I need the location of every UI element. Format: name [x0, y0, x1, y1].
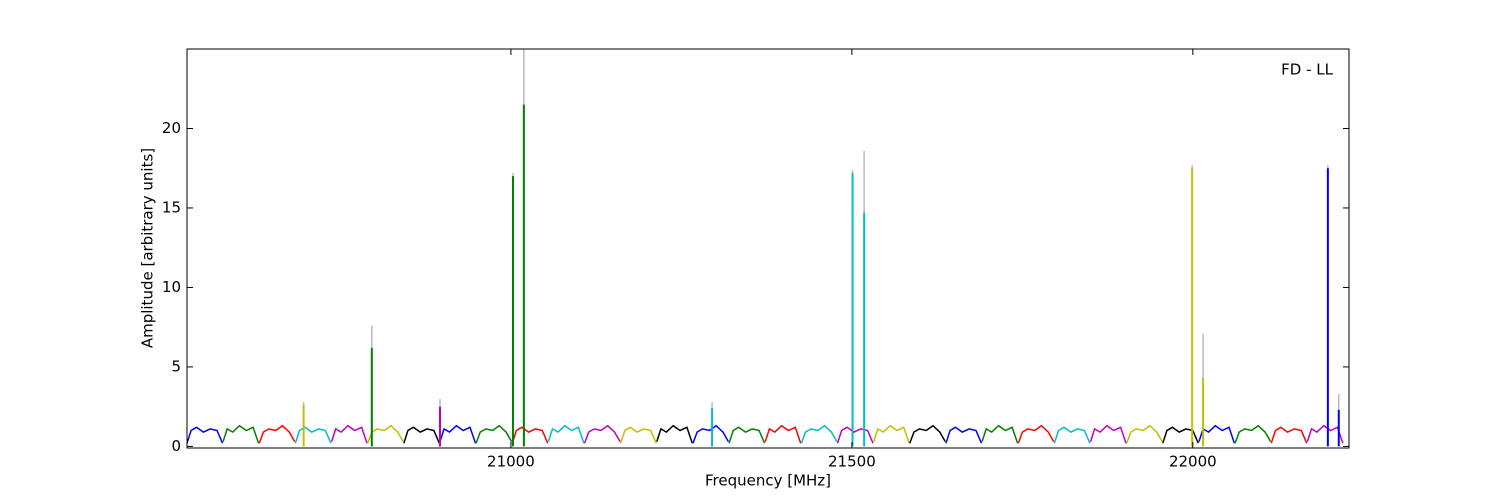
- spectrum-line: [403, 426, 440, 444]
- spectrum-line: [475, 424, 513, 444]
- spectrum-line: [872, 424, 910, 444]
- spectrum-line: [294, 426, 332, 444]
- spectrum-line: [1198, 424, 1236, 444]
- spectrum-line: [1017, 424, 1055, 444]
- spectrum-line: [1234, 424, 1272, 444]
- spectrum-line: [764, 424, 802, 444]
- spectrum-line: [692, 424, 730, 444]
- x-tick-label: 21500: [828, 453, 876, 471]
- y-tick-label: 5: [171, 357, 181, 375]
- spectrum-line: [222, 424, 260, 444]
- spectrum-line: [728, 426, 766, 444]
- spectrum-line: [800, 424, 838, 444]
- y-tick-label: 20: [162, 119, 181, 137]
- spectrum-line: [258, 424, 296, 444]
- spectrum-line: [583, 424, 621, 444]
- spectrum-line: [656, 424, 694, 444]
- spectrum-line: [981, 424, 1019, 444]
- spectrum-line: [187, 426, 224, 444]
- spectrum-line: [619, 426, 657, 444]
- spectrum-line: [1306, 424, 1344, 444]
- y-axis-label: Amplitude [arbitrary units]: [139, 148, 157, 348]
- spectrum-line: [511, 426, 549, 444]
- spectrum-line: [330, 424, 368, 444]
- y-tick-label: 15: [162, 198, 181, 216]
- spectrum-line: [1270, 426, 1308, 444]
- spectrum-line: [547, 424, 585, 444]
- spectrum-line: [909, 424, 946, 444]
- spectrum-line: [836, 426, 874, 444]
- plot-frame: [186, 48, 1350, 449]
- x-tick-label: 22000: [1169, 453, 1217, 471]
- x-tick-label: 21000: [487, 453, 535, 471]
- spectrum-line: [945, 426, 983, 444]
- spectrum-line: [1053, 426, 1091, 444]
- x-axis-label: Frequency [MHz]: [705, 472, 831, 490]
- y-tick-label: 10: [162, 278, 181, 296]
- spectrum-line: [1125, 424, 1163, 444]
- spectrum-line: [439, 424, 477, 444]
- y-tick-label: 0: [171, 437, 181, 455]
- annotation: FD - LL: [1281, 61, 1333, 79]
- spectrum-line: [1089, 424, 1127, 444]
- spectrum-line: [366, 424, 404, 444]
